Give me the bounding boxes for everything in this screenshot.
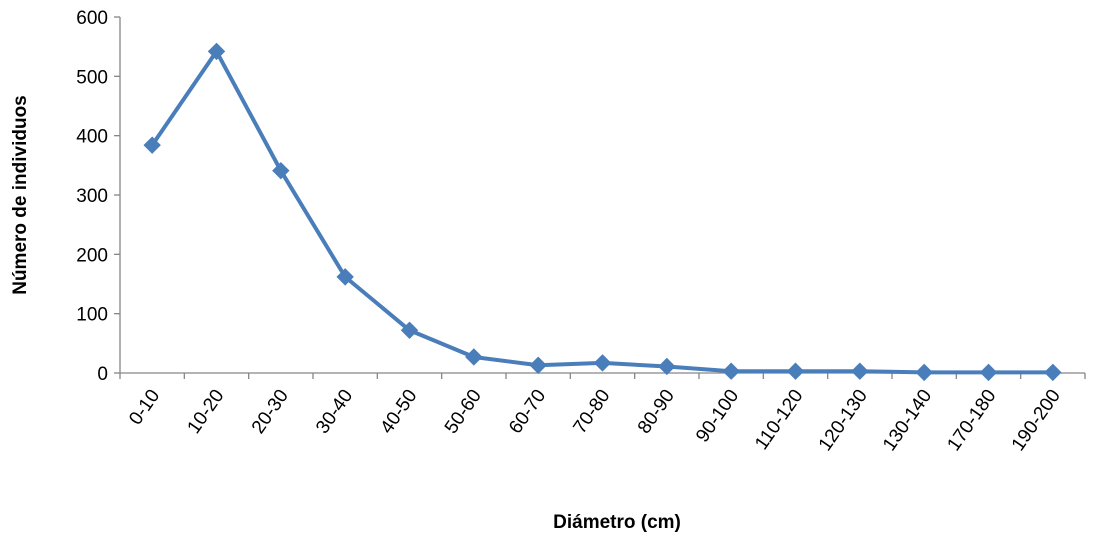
- y-tick-label: 0: [97, 364, 108, 385]
- y-tick-label: 300: [76, 186, 108, 207]
- x-tick-label: 20-30: [248, 386, 293, 438]
- y-tick-label: 200: [76, 245, 108, 266]
- x-tick-label: 50-60: [441, 386, 486, 438]
- data-point-30-40: [336, 268, 354, 286]
- x-tick-label: 10-20: [184, 386, 229, 438]
- y-tick-label: 600: [76, 8, 108, 29]
- data-point-10-20: [207, 42, 226, 61]
- x-tick-label: 60-70: [505, 386, 550, 438]
- data-point-50-60: [465, 348, 483, 366]
- data-point-60-70: [529, 356, 547, 374]
- data-point-40-50: [400, 321, 419, 339]
- x-tick-label: 190-200: [1008, 386, 1065, 455]
- y-axis: 0 100 200 300 400 500 600: [76, 8, 121, 385]
- data-point-80-90: [658, 357, 676, 376]
- x-tick-label: 80-90: [634, 386, 679, 438]
- x-tick-label: 70-80: [570, 386, 615, 438]
- x-tick-label: 30-40: [312, 386, 357, 438]
- data-point-0-10: [143, 136, 161, 154]
- x-tick-label: 130-140: [879, 386, 936, 455]
- data-point-170-180: [979, 363, 998, 382]
- data-point-70-80: [593, 354, 612, 372]
- x-tick-label: 170-180: [943, 386, 1000, 455]
- y-tick-label: 500: [76, 67, 108, 88]
- x-tick-label: 110-120: [751, 386, 807, 454]
- x-axis: 0-10 10-20 20-30 30-40 40-50 50-60 60-70 70-80 8…: [119, 372, 1086, 455]
- y-axis-title: Número de individuos: [10, 95, 31, 295]
- series-line: [150, 49, 1055, 375]
- x-tick-label: 90-100: [692, 386, 743, 447]
- x-axis-title: Diámetro (cm): [553, 512, 681, 533]
- y-tick-label: 400: [76, 127, 108, 148]
- data-point-190-200: [1044, 363, 1062, 382]
- data-point-130-140: [915, 363, 933, 382]
- plot-area: [143, 42, 1062, 382]
- data-point-90-100: [722, 362, 740, 380]
- x-tick-label: 40-50: [377, 386, 422, 438]
- x-tick-label: 0-10: [125, 386, 164, 429]
- data-point-120-130: [851, 362, 869, 380]
- data-point-20-30: [272, 161, 290, 180]
- x-tick-label: 120-130: [815, 386, 872, 455]
- y-tick-label: 100: [76, 305, 108, 326]
- data-point-110-120: [786, 362, 805, 380]
